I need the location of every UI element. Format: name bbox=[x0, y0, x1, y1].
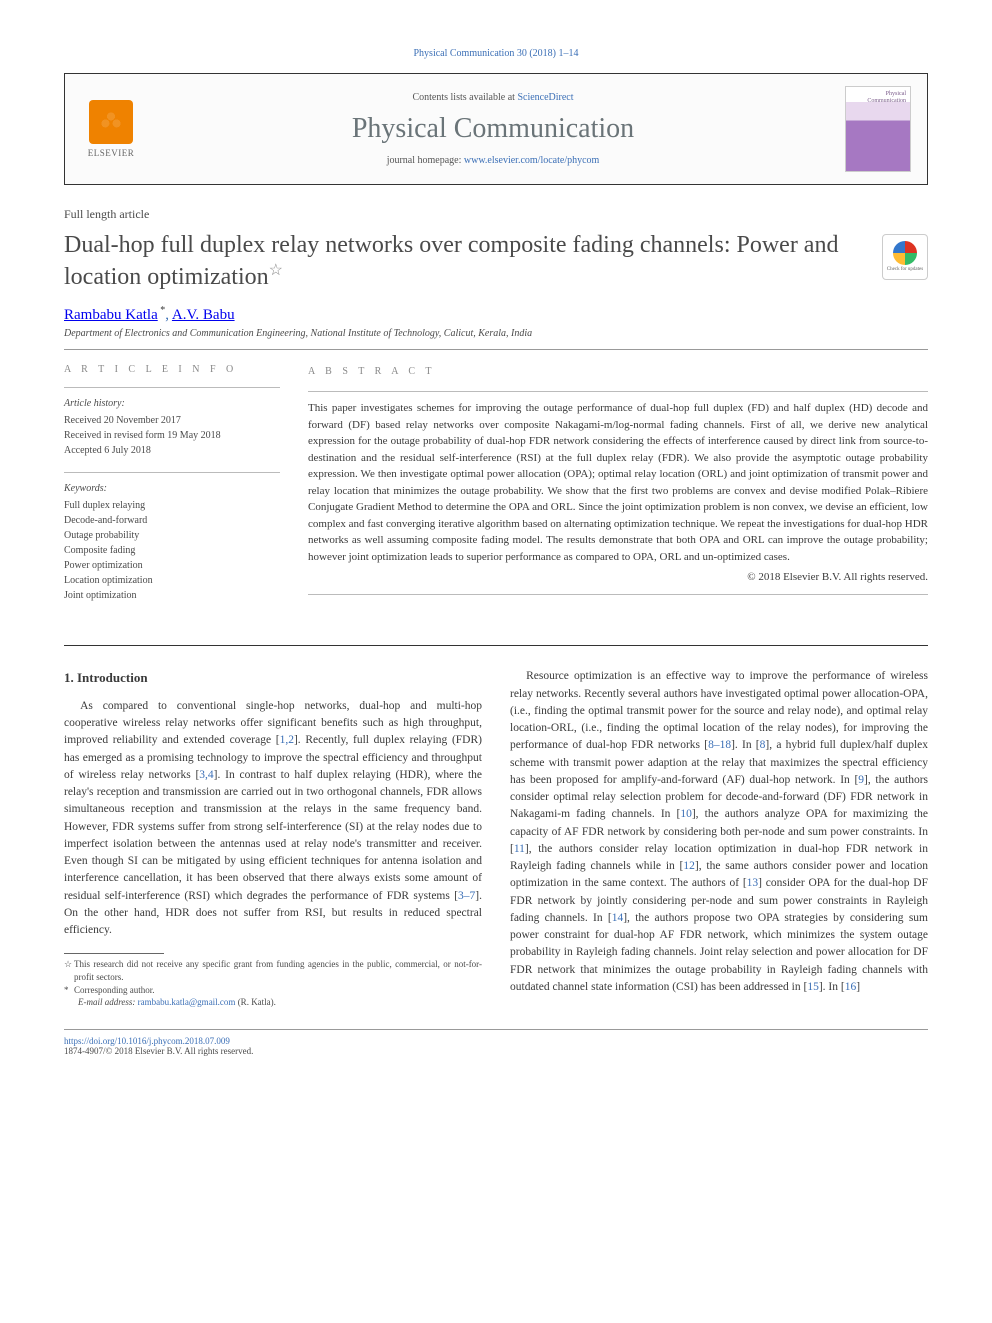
email-link[interactable]: rambabu.katla@gmail.com bbox=[138, 997, 236, 1007]
keyword: Composite fading bbox=[64, 543, 280, 558]
citation-link[interactable]: 10 bbox=[680, 808, 692, 820]
citation-link[interactable]: 11 bbox=[514, 843, 525, 855]
body-text: ]. In contrast to half duplex relaying (… bbox=[64, 769, 482, 902]
section-divider bbox=[64, 645, 928, 646]
citation-link[interactable]: 13 bbox=[747, 877, 759, 889]
email-suffix: (R. Katla). bbox=[235, 997, 276, 1007]
citation-link[interactable]: 12 bbox=[683, 860, 695, 872]
author-sep: , bbox=[165, 307, 172, 323]
body-text: ] bbox=[856, 981, 860, 993]
keyword: Power optimization bbox=[64, 558, 280, 573]
info-divider bbox=[64, 387, 280, 388]
paragraph: Resource optimization is an effective wa… bbox=[510, 668, 928, 996]
citation-link[interactable]: 16 bbox=[845, 981, 857, 993]
citation-link[interactable]: 3–7 bbox=[458, 890, 475, 902]
title-text: Dual-hop full duplex relay networks over… bbox=[64, 232, 838, 290]
history-accepted: Accepted 6 July 2018 bbox=[64, 443, 280, 458]
footnotes: This research did not receive any specif… bbox=[64, 953, 482, 1008]
history-header: Article history: bbox=[64, 396, 280, 411]
crossmark-label: Check for updates bbox=[887, 267, 923, 273]
citation-link[interactable]: 15 bbox=[807, 981, 819, 993]
history-revised: Received in revised form 19 May 2018 bbox=[64, 428, 280, 443]
section-heading: 1. Introduction bbox=[64, 668, 482, 688]
body-text: ]. In [ bbox=[819, 981, 845, 993]
divider bbox=[64, 349, 928, 350]
info-divider bbox=[308, 594, 928, 595]
title-footnote-marker: ☆ bbox=[269, 262, 283, 279]
body-text: ], the authors propose two OPA strategie… bbox=[510, 912, 928, 993]
issn-copyright: 1874-4907/© 2018 Elsevier B.V. All right… bbox=[64, 1046, 253, 1056]
abstract-text: This paper investigates schemes for impr… bbox=[308, 400, 928, 565]
journal-masthead: ELSEVIER Contents lists available at Sci… bbox=[64, 73, 928, 185]
keyword: Outage probability bbox=[64, 528, 280, 543]
sciencedirect-link[interactable]: ScienceDirect bbox=[517, 92, 573, 103]
crossmark-icon bbox=[893, 241, 917, 265]
paragraph: As compared to conventional single-hop n… bbox=[64, 698, 482, 940]
homepage-prefix: journal homepage: bbox=[387, 155, 464, 166]
article-info-label: a r t i c l e i n f o bbox=[64, 364, 280, 375]
footer-bar: https://doi.org/10.1016/j.phycom.2018.07… bbox=[64, 1029, 928, 1056]
contents-prefix: Contents lists available at bbox=[412, 92, 517, 103]
homepage-line: journal homepage: www.elsevier.com/locat… bbox=[157, 155, 829, 166]
authors: Rambabu Katla *, A.V. Babu bbox=[64, 305, 928, 324]
article-title: Dual-hop full duplex relay networks over… bbox=[64, 230, 870, 293]
email-label: E-mail address: bbox=[78, 997, 138, 1007]
publisher-name: ELSEVIER bbox=[88, 148, 135, 158]
keyword: Decode-and-forward bbox=[64, 513, 280, 528]
copyright: © 2018 Elsevier B.V. All rights reserved… bbox=[308, 569, 928, 586]
crossmark-badge[interactable]: Check for updates bbox=[882, 234, 928, 280]
citation-link[interactable]: 14 bbox=[612, 912, 624, 924]
citation-link[interactable]: 8–18 bbox=[708, 739, 731, 751]
corresponding-footnote: Corresponding author. bbox=[64, 984, 482, 997]
history-received: Received 20 November 2017 bbox=[64, 413, 280, 428]
journal-name: Physical Communication bbox=[157, 113, 829, 145]
abstract-label: a b s t r a c t bbox=[308, 364, 928, 379]
elsevier-logo: ELSEVIER bbox=[81, 95, 141, 163]
contents-line: Contents lists available at ScienceDirec… bbox=[157, 92, 829, 103]
footnote-divider bbox=[64, 953, 164, 954]
journal-cover-thumbnail: Physical Communication bbox=[845, 86, 911, 172]
author-link-1[interactable]: Rambabu Katla bbox=[64, 307, 158, 323]
doi-link[interactable]: https://doi.org/10.1016/j.phycom.2018.07… bbox=[64, 1036, 230, 1046]
homepage-link[interactable]: www.elsevier.com/locate/phycom bbox=[464, 155, 599, 166]
keyword: Location optimization bbox=[64, 573, 280, 588]
funding-footnote: This research did not receive any specif… bbox=[64, 958, 482, 983]
article-body: 1. Introduction As compared to conventio… bbox=[64, 668, 928, 1008]
author-link-2[interactable]: A.V. Babu bbox=[172, 307, 235, 323]
running-header: Physical Communication 30 (2018) 1–14 bbox=[64, 48, 928, 59]
citation-link[interactable]: 3,4 bbox=[199, 769, 213, 781]
cover-label: Physical Communication bbox=[846, 91, 906, 104]
article-type: Full length article bbox=[64, 207, 928, 222]
keywords-block: Keywords: Full duplex relaying Decode-an… bbox=[64, 481, 280, 603]
elsevier-tree-icon bbox=[89, 100, 133, 144]
keyword: Full duplex relaying bbox=[64, 498, 280, 513]
body-text: ]. In [ bbox=[731, 739, 760, 751]
affiliation: Department of Electronics and Communicat… bbox=[64, 328, 928, 339]
keyword: Joint optimization bbox=[64, 588, 280, 603]
keywords-header: Keywords: bbox=[64, 481, 280, 496]
article-history: Article history: Received 20 November 20… bbox=[64, 396, 280, 458]
info-divider bbox=[308, 391, 928, 392]
citation-link[interactable]: 1,2 bbox=[280, 734, 294, 746]
info-divider bbox=[64, 472, 280, 473]
